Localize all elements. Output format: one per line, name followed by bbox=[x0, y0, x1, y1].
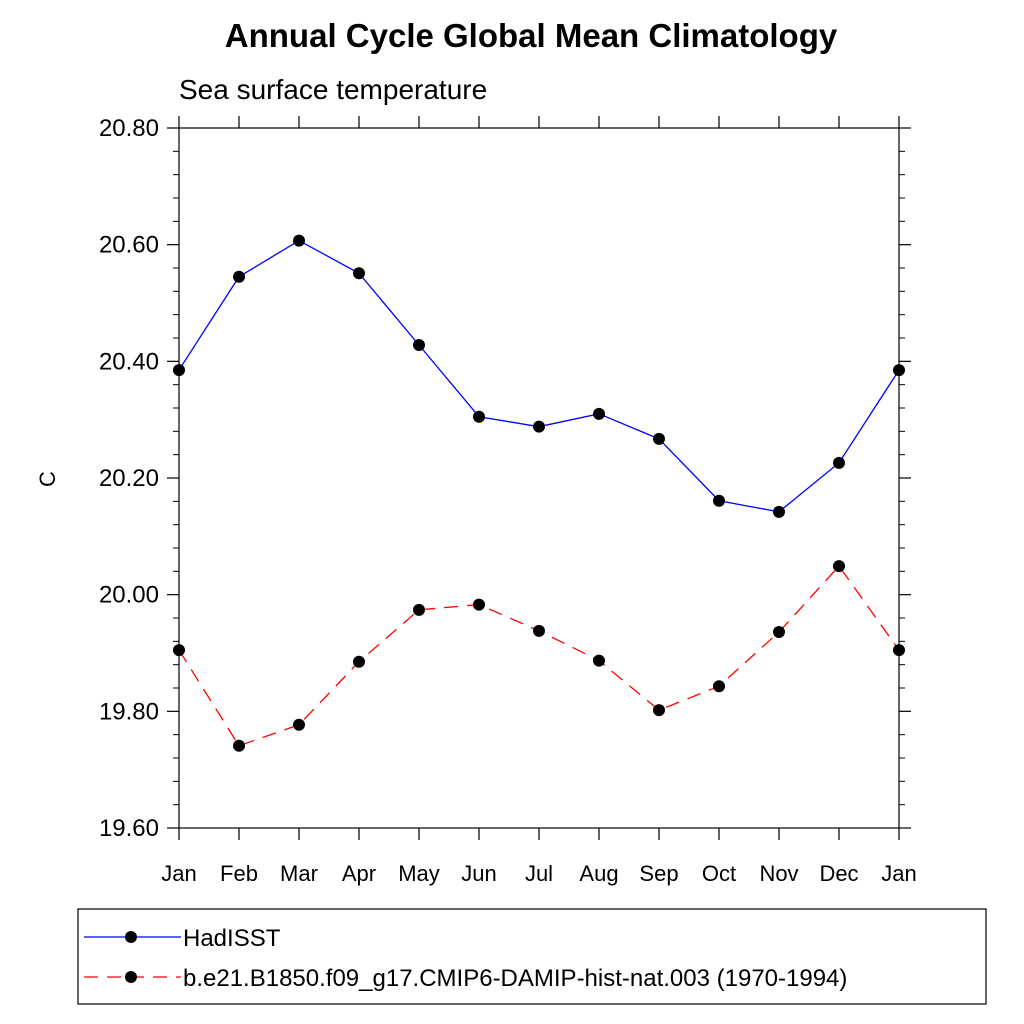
legend-label-0: HadISST bbox=[183, 925, 281, 952]
x-tick-label: Jan bbox=[161, 861, 196, 886]
series-line-0 bbox=[178, 239, 900, 513]
data-point bbox=[653, 704, 665, 717]
y-tick-label: 20.00 bbox=[99, 582, 159, 609]
x-tick-label: Jan bbox=[881, 861, 916, 886]
data-point bbox=[533, 420, 545, 433]
chart-subtitle: Sea surface temperature bbox=[179, 74, 487, 105]
x-tick-label: Jul bbox=[525, 861, 553, 886]
axis-ticks: 19.60 19.80 20.00 20.20 20.40 20.60 20.80 Jan Fe… bbox=[99, 115, 917, 886]
data-point bbox=[413, 339, 425, 351]
x-tick-label: Mar bbox=[280, 861, 318, 886]
x-tick-label: Feb bbox=[220, 861, 258, 886]
data-point bbox=[353, 655, 365, 668]
x-tick-label: Apr bbox=[342, 861, 376, 886]
x-tick-label: Sep bbox=[639, 861, 678, 886]
data-point bbox=[413, 603, 425, 616]
data-point bbox=[293, 234, 305, 247]
data-point bbox=[893, 364, 905, 377]
data-point bbox=[173, 364, 185, 377]
y-axis-label: C bbox=[35, 471, 60, 487]
data-point bbox=[653, 432, 665, 445]
data-point bbox=[533, 624, 545, 637]
chart-title: Annual Cycle Global Mean Climatology bbox=[225, 17, 838, 54]
legend-label-1: b.e21.B1850.f09_g17.CMIP6-DAMIP-hist-nat… bbox=[183, 965, 847, 992]
data-point bbox=[593, 654, 605, 667]
data-point bbox=[293, 718, 305, 731]
data-point bbox=[833, 560, 845, 573]
x-tick-label: Dec bbox=[819, 861, 858, 886]
y-tick-label: 20.60 bbox=[99, 232, 159, 259]
data-point bbox=[713, 680, 725, 693]
y-tick-label: 20.40 bbox=[99, 348, 159, 375]
series-line-1 bbox=[178, 565, 900, 747]
data-point bbox=[473, 598, 485, 611]
x-tick-label: Jun bbox=[461, 861, 496, 886]
data-point bbox=[233, 739, 245, 752]
legend-box bbox=[77, 908, 987, 1005]
data-point bbox=[473, 410, 485, 423]
data-point bbox=[593, 407, 605, 420]
x-tick-label: Aug bbox=[579, 861, 618, 886]
x-tick-label: May bbox=[398, 861, 440, 886]
x-tick-label: Nov bbox=[759, 861, 798, 886]
data-point bbox=[773, 626, 785, 638]
data-point bbox=[353, 267, 365, 280]
y-tick-label: 19.80 bbox=[99, 698, 159, 725]
legend-marker-0 bbox=[125, 931, 137, 943]
data-point bbox=[833, 456, 845, 469]
data-point bbox=[893, 644, 905, 657]
data-point bbox=[773, 505, 785, 518]
data-point bbox=[713, 494, 725, 507]
data-point bbox=[173, 644, 185, 657]
x-tick-label: Oct bbox=[702, 861, 736, 886]
y-tick-label: 20.20 bbox=[99, 465, 159, 492]
plot-frame bbox=[178, 127, 900, 829]
legend: HadISST b.e21.B1850.f09_g17.CMIP6-DAMIP-h… bbox=[77, 908, 987, 1005]
legend-marker-1 bbox=[125, 971, 137, 983]
series-layer bbox=[173, 234, 905, 752]
legend-items: HadISST b.e21.B1850.f09_g17.CMIP6-DAMIP-h… bbox=[84, 925, 847, 992]
y-tick-label: 19.60 bbox=[99, 815, 159, 842]
y-tick-label: 20.80 bbox=[99, 115, 159, 142]
data-point bbox=[233, 270, 245, 283]
